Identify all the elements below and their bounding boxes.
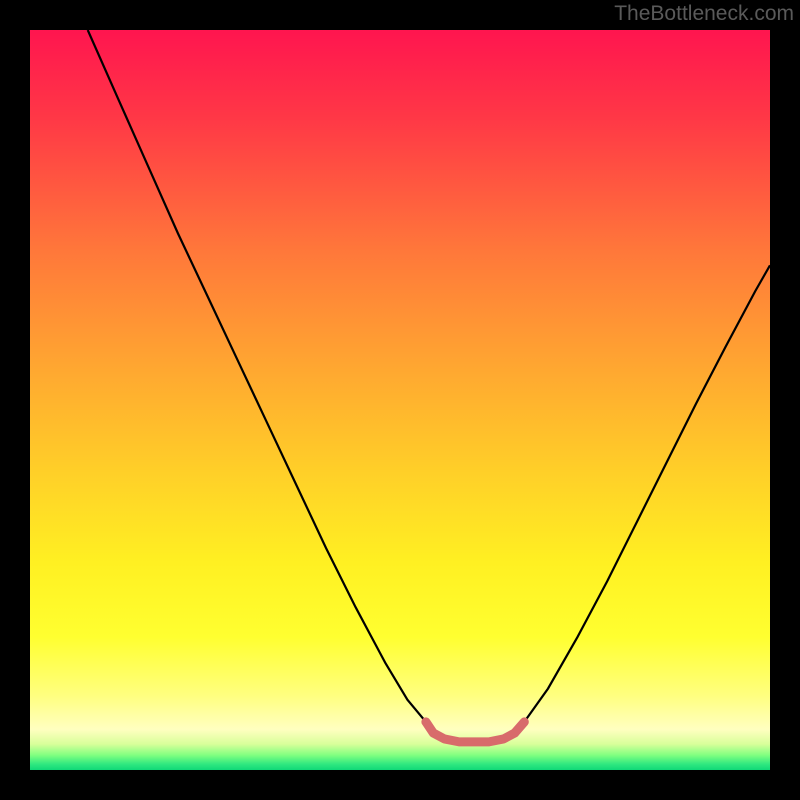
bottleneck-curve xyxy=(30,30,770,770)
curve-right-branch xyxy=(524,265,770,722)
chart-canvas: TheBottleneck.com xyxy=(0,0,800,800)
curve-left-branch xyxy=(88,30,426,722)
plot-area xyxy=(30,30,770,770)
watermark-text: TheBottleneck.com xyxy=(614,2,794,26)
curve-minimum-highlight xyxy=(426,722,524,742)
